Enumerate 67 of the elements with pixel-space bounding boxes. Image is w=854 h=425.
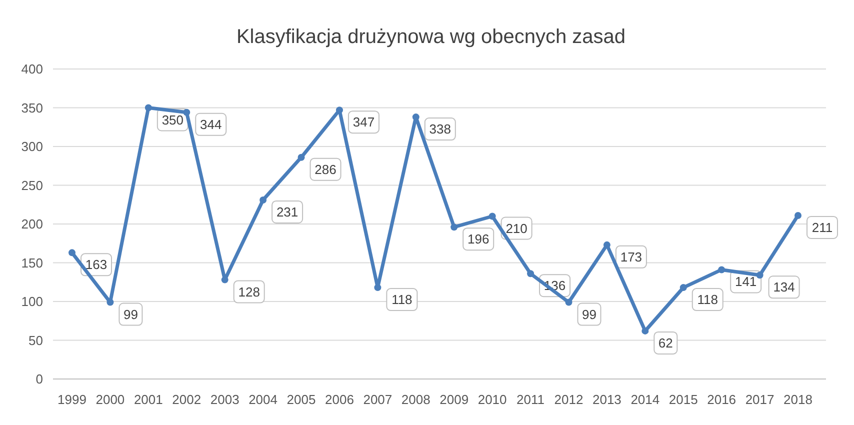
- y-tick-label: 400: [21, 62, 43, 76]
- data-label: 128: [238, 284, 260, 300]
- x-tick-label: 2010: [478, 392, 507, 407]
- x-tick-label: 2016: [707, 392, 736, 407]
- x-tick-label: 2014: [630, 392, 660, 407]
- data-label: 211: [812, 220, 833, 235]
- x-tick-label: 2006: [325, 392, 354, 407]
- data-label: 62: [658, 335, 673, 350]
- data-label: 344: [200, 116, 222, 132]
- data-label: 118: [392, 292, 412, 308]
- data-label: 118: [697, 292, 718, 308]
- x-tick-label: 2018: [784, 392, 812, 407]
- point: [488, 212, 496, 220]
- point: [336, 106, 343, 114]
- point: [298, 154, 305, 161]
- point: [565, 298, 572, 306]
- x-tick-label: 2004: [248, 392, 278, 407]
- x-tick-label: 2017: [745, 392, 774, 407]
- y-tick-label: 250: [21, 178, 43, 193]
- x-tick-label: 2012: [554, 392, 584, 407]
- x-tick-label: 2001: [134, 392, 163, 407]
- point: [183, 108, 190, 116]
- data-label: 350: [162, 112, 184, 128]
- data-label: 196: [468, 232, 490, 247]
- point: [106, 298, 114, 306]
- point: [260, 196, 267, 204]
- x-tick-label: 2000: [96, 392, 125, 407]
- data-label: 173: [620, 249, 642, 264]
- data-label: 99: [123, 306, 138, 322]
- data-label: 286: [314, 162, 336, 177]
- point: [680, 284, 687, 292]
- y-tick-label: 100: [21, 294, 43, 309]
- point: [374, 284, 382, 292]
- x-tick-label: 2011: [516, 392, 545, 407]
- data-label: 163: [85, 257, 108, 272]
- data-label: 338: [429, 122, 451, 137]
- x-tick-label: 1999: [58, 392, 86, 407]
- x-tick-label: 2013: [592, 392, 622, 407]
- y-tick-label: 0: [36, 372, 43, 386]
- x-tick-label: 2009: [440, 392, 469, 407]
- x-tick-label: 2007: [363, 392, 392, 407]
- point: [144, 104, 152, 112]
- y-tick-label: 50: [28, 332, 43, 348]
- point: [642, 327, 649, 334]
- y-tick-label: 200: [21, 216, 43, 232]
- point: [718, 266, 726, 274]
- x-tick-label: 2015: [668, 392, 698, 407]
- point: [756, 272, 764, 279]
- point: [794, 212, 802, 219]
- chart-title: Klasyfikacja drużynowa wg obecnych zasad: [236, 26, 626, 48]
- point: [68, 249, 76, 256]
- y-tick-label: 300: [21, 139, 43, 154]
- data-label: 347: [352, 114, 375, 130]
- y-tick-label: 150: [21, 255, 43, 270]
- data-label: 210: [506, 220, 528, 236]
- y-tick-label: 350: [21, 100, 43, 116]
- point: [221, 276, 228, 284]
- point: [450, 224, 458, 231]
- data-label: 99: [582, 306, 596, 322]
- x-tick-label: 2002: [172, 392, 202, 407]
- data-label: 231: [276, 204, 298, 220]
- x-tick-label: 2003: [210, 392, 240, 407]
- x-tick-label: 2005: [286, 392, 316, 407]
- data-label: 141: [734, 274, 757, 290]
- point: [527, 270, 534, 278]
- data-label: 134: [773, 280, 795, 295]
- x-tick-label: 2008: [401, 392, 430, 407]
